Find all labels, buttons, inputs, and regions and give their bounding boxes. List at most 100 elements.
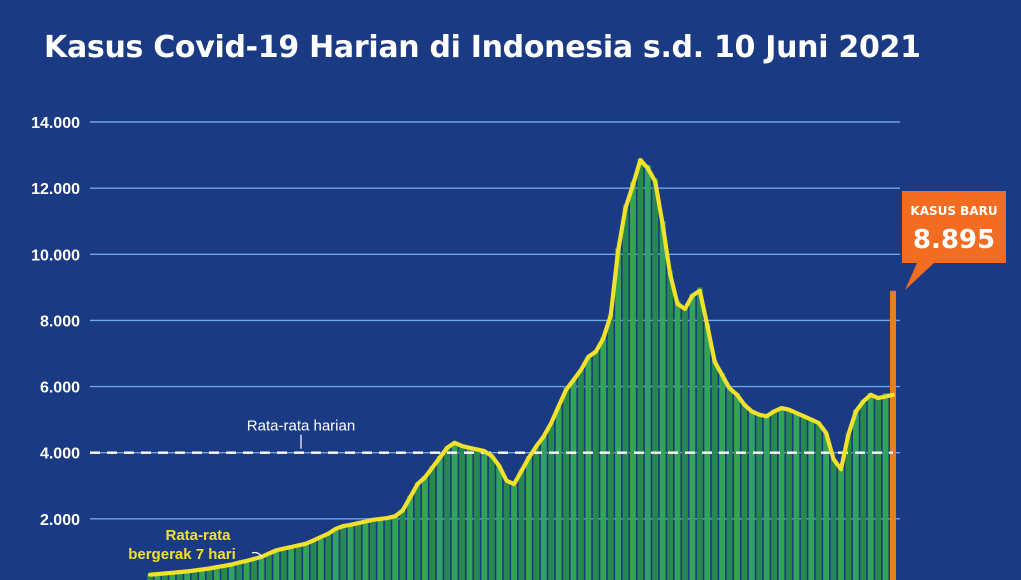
bar-day-65 bbox=[622, 204, 629, 580]
bar-day-45 bbox=[474, 449, 480, 580]
y-tick-label-8000: 8.000 bbox=[40, 313, 80, 330]
bar-day-30 bbox=[362, 522, 369, 580]
bar-day-68 bbox=[644, 164, 651, 580]
bar-day-61 bbox=[592, 350, 599, 580]
bar-day-7 bbox=[191, 571, 198, 580]
bar-day-47 bbox=[488, 456, 495, 580]
bar-day-39 bbox=[429, 465, 436, 580]
bar-day-62 bbox=[600, 336, 607, 580]
bar-day-23 bbox=[310, 542, 317, 580]
bar-day-33 bbox=[384, 517, 391, 580]
bar-day-15 bbox=[251, 560, 257, 580]
bar-day-6 bbox=[184, 572, 191, 580]
bar-day-40 bbox=[436, 456, 443, 580]
bar-day-67 bbox=[637, 158, 644, 580]
bar-day-24 bbox=[317, 538, 324, 580]
bar-day-22 bbox=[303, 545, 309, 580]
bar-day-1 bbox=[147, 575, 153, 580]
bar-day-84 bbox=[763, 416, 770, 580]
callout-value: 8.895 bbox=[913, 225, 995, 255]
bar-day-74 bbox=[689, 293, 696, 580]
bar-day-96 bbox=[852, 409, 859, 580]
bar-day-12 bbox=[228, 565, 235, 580]
bar-day-34 bbox=[392, 515, 399, 580]
bar-day-78 bbox=[719, 373, 726, 580]
bar-day-99 bbox=[875, 396, 882, 580]
bar-day-36 bbox=[407, 495, 413, 580]
y-tick-label-6000: 6.000 bbox=[40, 380, 80, 397]
bar-day-82 bbox=[748, 409, 755, 580]
chart-title: Kasus Covid-19 Harian di Indonesia s.d. … bbox=[44, 30, 921, 65]
bar-day-94 bbox=[838, 469, 844, 580]
bar-day-46 bbox=[481, 451, 488, 580]
bar-day-11 bbox=[221, 566, 228, 580]
bar-day-55 bbox=[548, 422, 555, 580]
gridlines bbox=[90, 121, 900, 520]
bar-day-41 bbox=[444, 446, 451, 580]
bar-day-25 bbox=[325, 535, 332, 580]
bar-day-89 bbox=[800, 416, 807, 580]
bar-day-95 bbox=[845, 432, 852, 580]
y-tick-label-10000: 10.000 bbox=[31, 247, 80, 264]
y-tick-label-14000: 14.000 bbox=[31, 115, 80, 132]
bar-day-79 bbox=[726, 386, 733, 580]
reference-line-group: Rata-rata harian bbox=[90, 418, 893, 454]
bar-day-58 bbox=[570, 379, 577, 580]
bar-day-80 bbox=[734, 393, 740, 580]
bar-day-66 bbox=[630, 181, 636, 580]
bar-day-57 bbox=[563, 386, 569, 580]
bar-day-52 bbox=[526, 456, 532, 580]
bar-day-19 bbox=[280, 550, 287, 580]
bar-day-2 bbox=[154, 574, 161, 580]
bar-day-86 bbox=[778, 406, 785, 580]
bar-day-50 bbox=[511, 485, 517, 580]
average-line-label: Rata-rata harian bbox=[247, 418, 355, 435]
daily-bars bbox=[147, 158, 896, 580]
bar-day-88 bbox=[793, 413, 800, 580]
bar-day-42 bbox=[451, 442, 458, 580]
bar-day-93 bbox=[830, 459, 837, 580]
callout-box bbox=[902, 191, 1006, 290]
bar-day-85 bbox=[771, 409, 778, 580]
y-axis-labels: 2.000 4.000 6.000 8.000 10.000 12.000 14.000 bbox=[31, 115, 80, 529]
bar-day-75 bbox=[696, 287, 703, 580]
moving-average-label-pointer bbox=[251, 551, 263, 558]
bar-day-20 bbox=[288, 548, 295, 580]
bar-day-49 bbox=[503, 482, 510, 580]
bar-day-3 bbox=[161, 574, 168, 580]
bar-day-59 bbox=[578, 370, 584, 580]
bar-day-51 bbox=[518, 469, 525, 580]
moving-average-label-line2: bergerak 7 hari bbox=[128, 546, 236, 563]
bar-day-63 bbox=[607, 313, 614, 580]
bar-day-9 bbox=[206, 569, 213, 580]
bar-day-71 bbox=[667, 270, 673, 580]
bar-day-83 bbox=[756, 413, 763, 580]
bar-day-77 bbox=[711, 360, 718, 580]
bar-day-64 bbox=[615, 247, 621, 580]
bar-day-92 bbox=[823, 432, 830, 580]
bar-day-44 bbox=[466, 447, 473, 580]
bar-day-17 bbox=[265, 555, 272, 580]
moving-average-group bbox=[147, 157, 896, 577]
bar-day-18 bbox=[273, 551, 280, 580]
bar-latest-highlight bbox=[890, 290, 896, 580]
bar-day-4 bbox=[169, 573, 176, 580]
bar-day-32 bbox=[377, 518, 384, 580]
bar-day-14 bbox=[243, 561, 250, 580]
bar-day-54 bbox=[540, 436, 547, 580]
bar-day-38 bbox=[422, 475, 428, 580]
bar-day-43 bbox=[459, 446, 465, 580]
bar-day-98 bbox=[867, 393, 874, 580]
bar-day-26 bbox=[332, 530, 339, 580]
bar-day-72 bbox=[674, 300, 681, 580]
bar-day-28 bbox=[347, 525, 354, 580]
new-cases-callout: KASUS BARU 8.895 bbox=[902, 191, 1006, 290]
bar-day-31 bbox=[370, 520, 376, 580]
bar-day-81 bbox=[741, 403, 748, 580]
moving-average-label-line1: Rata-rata bbox=[165, 527, 231, 544]
bar-day-73 bbox=[682, 307, 688, 580]
bar-day-56 bbox=[555, 406, 562, 580]
bar-day-87 bbox=[786, 409, 792, 580]
y-tick-label-2000: 2.000 bbox=[40, 512, 80, 529]
bar-day-16 bbox=[258, 558, 265, 580]
